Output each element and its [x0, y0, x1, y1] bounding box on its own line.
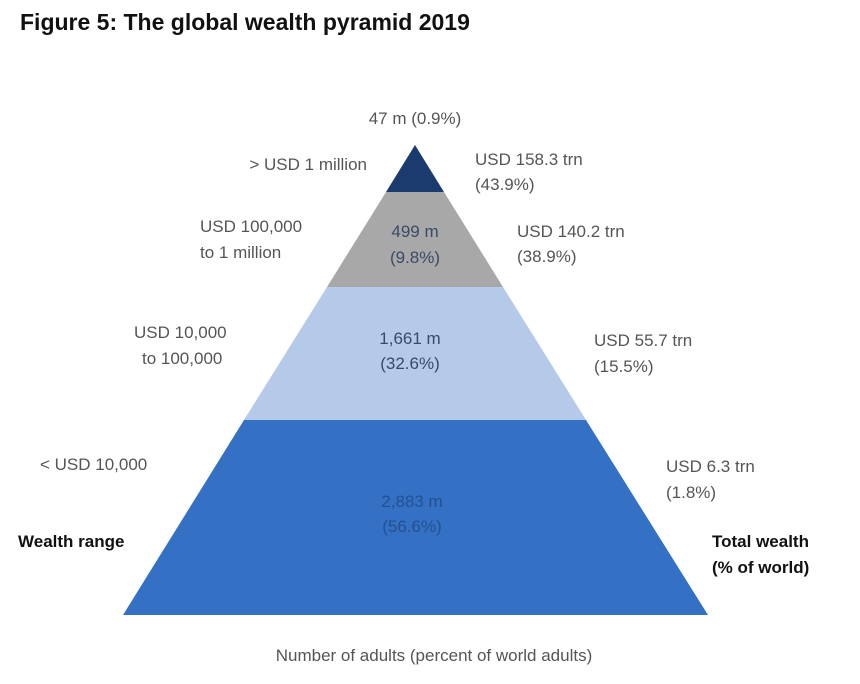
- tier-bottom-wealth-pct: (1.8%): [666, 483, 716, 502]
- left-axis-label: Wealth range: [18, 532, 124, 551]
- figure-title: Figure 5: The global wealth pyramid 2019: [20, 9, 470, 35]
- tier-bottom-adults-pct: (56.6%): [382, 517, 442, 536]
- tier-third-wealth: USD 55.7 trn: [594, 331, 692, 350]
- tier-bottom-adults: 2,883 m: [381, 492, 442, 511]
- bottom-axis-label: Number of adults (percent of world adult…: [276, 646, 593, 665]
- pyramid-tier-second: [327, 192, 503, 287]
- tier-top-wealth: USD 158.3 trn: [475, 150, 583, 169]
- tier-third-range: USD 10,000: [134, 323, 227, 342]
- right-axis-label: Total wealth: [712, 532, 809, 551]
- tier-top-wealth-pct: (43.9%): [475, 175, 535, 194]
- tier-second-adults-pct: (9.8%): [390, 248, 440, 267]
- tier-third-range-2: to 100,000: [142, 349, 222, 368]
- tier-top-range: > USD 1 million: [249, 155, 367, 174]
- right-axis-label-2: (% of world): [712, 558, 809, 577]
- tier-second-wealth: USD 140.2 trn: [517, 222, 625, 241]
- tier-bottom-wealth: USD 6.3 trn: [666, 457, 755, 476]
- tier-second-adults: 499 m: [391, 222, 438, 241]
- pyramid-tier-bottom: [123, 420, 708, 615]
- tier-third-adults: 1,661 m: [379, 329, 440, 348]
- pyramid-tier-top: [386, 145, 444, 192]
- pyramid-tier-third: [244, 287, 586, 420]
- tier-second-range: USD 100,000: [200, 217, 302, 236]
- tier-third-adults-pct: (32.6%): [380, 354, 440, 373]
- tier-second-range-2: to 1 million: [200, 243, 281, 262]
- tier-second-wealth-pct: (38.9%): [517, 247, 577, 266]
- tier-top-adults: 47 m (0.9%): [369, 109, 462, 128]
- tier-third-wealth-pct: (15.5%): [594, 357, 654, 376]
- tier-bottom-range: < USD 10,000: [40, 455, 147, 474]
